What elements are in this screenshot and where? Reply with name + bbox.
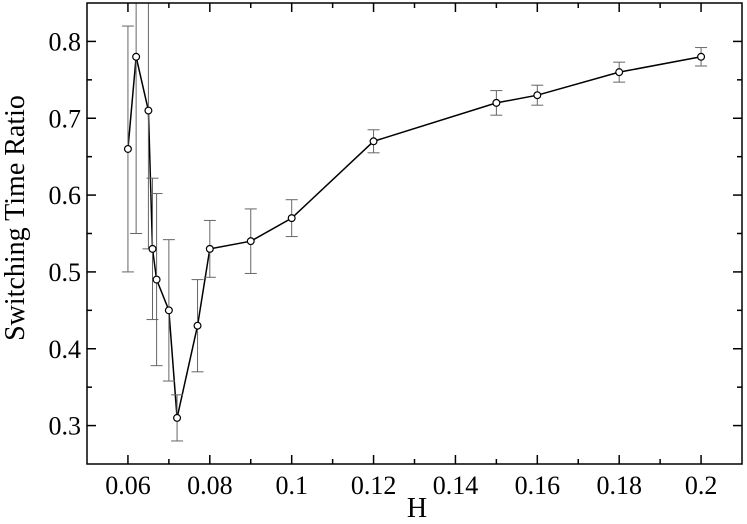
data-point (193, 321, 202, 330)
data-point (152, 275, 161, 284)
data-point (148, 244, 157, 253)
x-tick-label: 0.08 (187, 471, 233, 500)
data-point (205, 244, 214, 253)
y-tick-label: 0.5 (49, 258, 82, 287)
data-point (369, 137, 378, 146)
data-point (615, 68, 624, 77)
x-tick-label: 0.06 (105, 471, 151, 500)
x-axis-label: H (407, 493, 427, 524)
data-point (246, 237, 255, 246)
data-point (173, 413, 182, 422)
x-tick-label: 0.1 (275, 471, 308, 500)
y-tick-label: 0.6 (49, 181, 82, 210)
y-tick-label: 0.7 (49, 104, 82, 133)
x-tick-label: 0.18 (596, 471, 642, 500)
data-point (287, 214, 296, 223)
data-point (123, 144, 132, 153)
x-tick-label: 0.16 (515, 471, 561, 500)
y-tick-label: 0.8 (49, 27, 82, 56)
series-line (127, 56, 702, 419)
plot-frame (86, 2, 743, 465)
y-axis-label: Switching Time Ratio (0, 95, 31, 341)
y-tick-label: 0.3 (49, 412, 82, 441)
data-point (132, 52, 141, 61)
x-tick-label: 0.12 (351, 471, 397, 500)
data-point (492, 98, 501, 107)
data-point (533, 91, 542, 100)
data-point (144, 106, 153, 115)
y-tick-label: 0.4 (49, 335, 82, 364)
data-point (164, 306, 173, 315)
x-tick-label: 0.2 (685, 471, 718, 500)
x-tick-label: 0.14 (433, 471, 479, 500)
data-layer (121, 3, 708, 442)
data-point (697, 52, 706, 61)
